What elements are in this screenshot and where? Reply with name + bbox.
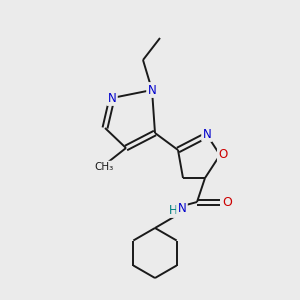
Text: H: H xyxy=(169,203,177,217)
Text: N: N xyxy=(202,128,211,140)
Text: N: N xyxy=(178,202,186,215)
Text: O: O xyxy=(222,196,232,208)
Text: O: O xyxy=(218,148,228,161)
Text: CH₃: CH₃ xyxy=(94,162,114,172)
Text: N: N xyxy=(108,92,116,104)
Text: N: N xyxy=(148,83,156,97)
